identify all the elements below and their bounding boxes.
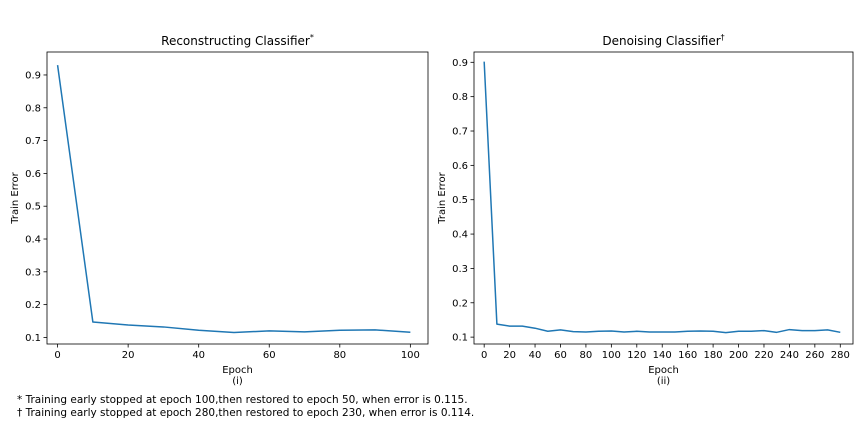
x-tick-label: 100 [401,350,420,361]
x-axis-label: Epoch [648,365,679,376]
chart-title: Reconstructing Classifier* [161,33,314,48]
x-tick-label: 80 [333,350,346,361]
x-tick-label: 160 [678,350,697,361]
y-tick-label: 0.7 [452,127,468,138]
y-axis-label: Train Error [437,171,448,224]
y-tick-label: 0.9 [25,70,41,81]
x-tick-label: 20 [122,350,135,361]
footnote-denoising: † Training early stopped at epoch 280,th… [17,407,475,419]
x-tick-label: 80 [580,350,593,361]
x-tick-label: 200 [729,350,748,361]
chart-title: Denoising Classifier† [602,33,724,48]
plot-frame [473,51,854,345]
chart-panel-2: 0 20 40 60 80 100 120 140 160 180 200 220 240 260 280 0… [437,33,854,387]
x-axis-label: Epoch [222,365,253,376]
y-tick-label: 0.1 [25,333,41,344]
y-tick-label: 0.8 [25,103,41,114]
x-tick-label: 20 [503,350,516,361]
x-tick-label: 220 [754,350,773,361]
x-tick-label: 260 [805,350,824,361]
x-tick-label: 60 [554,350,567,361]
x-tick-label: 120 [627,350,646,361]
y-tick-label: 0.3 [25,267,41,278]
x-tick-label: 240 [780,350,799,361]
y-tick-label: 0.2 [25,300,41,311]
x-tick-label: 40 [529,350,542,361]
y-tick-label: 0.6 [452,161,468,172]
y-axis-label: Train Error [10,171,21,224]
series-line [56,65,411,334]
y-tick-label: 0.8 [452,92,468,103]
y-tick-label: 0.5 [25,202,41,213]
plot-frame [46,51,429,345]
y-tick-label: 0.7 [25,136,41,147]
y-tick-label: 0.1 [452,333,468,344]
y-tick-label: 0.4 [25,235,41,246]
x-tick-label: 0 [481,350,487,361]
panel-label: (ii) [657,376,670,387]
y-tick-label: 0.2 [452,298,468,309]
footnote-reconstructing: * Training early stopped at epoch 100,th… [17,394,468,406]
y-tick-label: 0.9 [452,58,468,69]
x-tick-label: 100 [602,350,621,361]
y-tick-label: 0.6 [25,169,41,180]
x-tick-label: 40 [192,350,205,361]
x-tick-label: 180 [704,350,723,361]
x-tick-label: 0 [54,350,60,361]
panel-label: (i) [232,376,243,387]
y-tick-label: 0.3 [452,264,468,275]
x-tick-label: 140 [653,350,672,361]
x-tick-label: 60 [263,350,276,361]
chart-panel-1: 0 20 40 60 80 100 0.1 0.2 0.3 0.4 0.5 0.6 0.7 0.8 0.9 R… [10,33,429,387]
series-line [483,61,841,334]
footnotes: * Training early stopped at epoch 100,th… [17,394,474,420]
y-tick-label: 0.4 [452,230,468,241]
y-tick-label: 0.5 [452,195,468,206]
x-tick-label: 280 [831,350,850,361]
